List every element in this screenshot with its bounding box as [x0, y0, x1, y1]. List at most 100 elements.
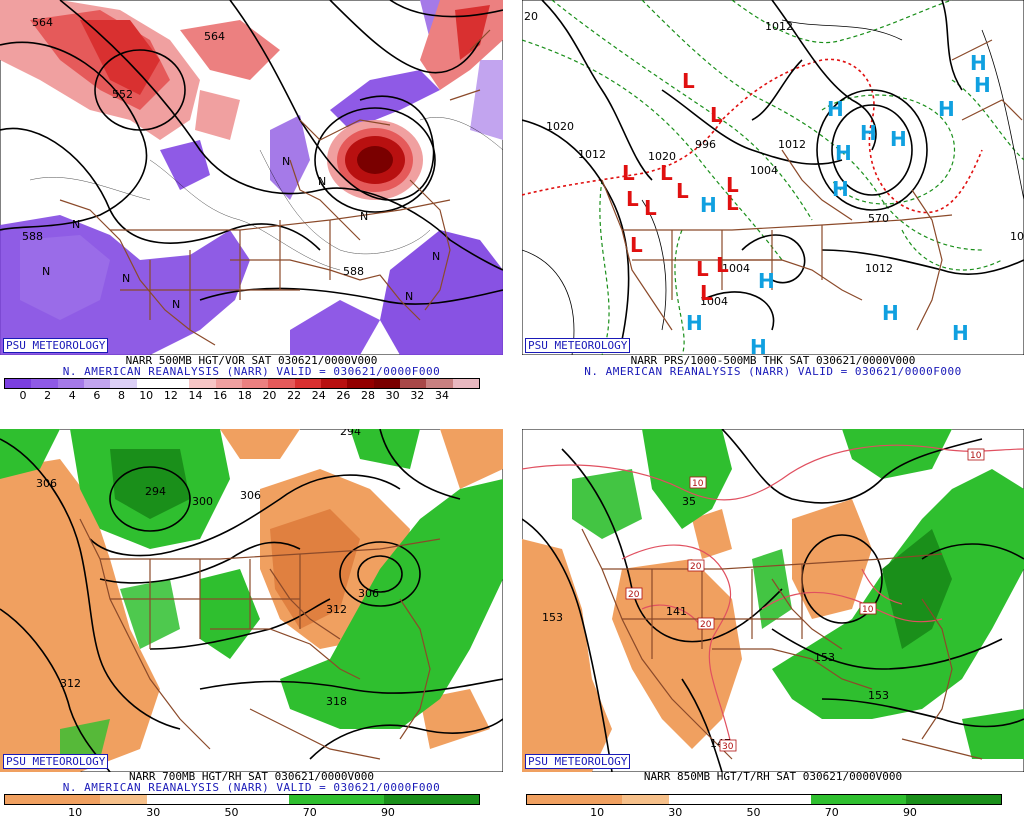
rh700-contour-label: 294	[145, 485, 166, 498]
color-bar-tick-label: 26	[336, 389, 351, 402]
color-bar-swatch	[669, 795, 717, 804]
rh700-map: 306 294 300 306 294 312 306 312 318	[0, 429, 503, 772]
rh700-contour-label: 318	[326, 695, 347, 708]
t850-temperature-label: 20	[700, 620, 712, 630]
color-bar-swatch	[527, 795, 575, 804]
pressure-low-markers: L L L L L L L L L L L L L	[622, 69, 739, 305]
low-pressure-marker: L	[644, 196, 657, 220]
high-pressure-marker: H	[890, 127, 907, 151]
color-bar-tick-label: 22	[287, 389, 302, 402]
low-pressure-marker: L	[630, 233, 643, 257]
pressure-contour-label: 570	[868, 212, 889, 225]
pressure-contour-label: 20	[524, 10, 538, 23]
color-bar-tick-label: 70	[824, 806, 839, 819]
color-bar-tick-label: 90	[902, 806, 917, 819]
svg-text:N: N	[282, 155, 290, 168]
t850-caption-title: NARR 850MB HGT/T/RH SAT 030621/0000V000	[643, 770, 903, 783]
low-pressure-marker: L	[710, 103, 723, 127]
high-pressure-marker: H	[700, 193, 717, 217]
vorticity-caption-valid: N. AMERICAN REANALYSIS (NARR) VALID = 03…	[62, 365, 441, 378]
pressure-contour-label: 1012	[578, 148, 606, 161]
rh700-contour-label: 312	[60, 677, 81, 690]
color-bar-swatch	[336, 795, 385, 804]
color-bar-swatch	[426, 379, 453, 388]
color-bar-swatch	[347, 379, 374, 388]
color-bar-swatch	[764, 795, 812, 804]
high-pressure-marker: H	[952, 321, 969, 345]
t850-map: 153 141 153 153 147 35 10 10 20 20 20 10	[522, 429, 1024, 772]
high-pressure-marker: H	[750, 335, 767, 355]
color-bar-swatch	[5, 795, 53, 804]
vorticity-color-bar-ticks: 0 2 4 6 8 10 12 14 16 18 20 22 24 26 28 30 32 34	[4, 389, 478, 402]
pressure-contour-label: 1004	[700, 295, 728, 308]
high-pressure-marker: H	[860, 121, 877, 145]
low-pressure-marker: L	[726, 191, 739, 215]
color-bar-swatch	[320, 379, 348, 388]
color-bar-swatch	[194, 795, 243, 804]
color-bar-tick-label: 6	[93, 389, 101, 402]
color-bar-swatch	[83, 379, 111, 388]
pressure-map: 1012 1020 1012 1020 996 1012 1004 1012 1…	[522, 0, 1024, 355]
color-bar-swatch	[136, 379, 163, 388]
psu-meteorology-badge: PSU METEOROLOGY	[3, 338, 109, 353]
low-pressure-marker: L	[622, 161, 635, 185]
color-bar-tick-label: 32	[410, 389, 425, 402]
high-pressure-marker: H	[974, 73, 991, 97]
color-bar-swatch	[953, 795, 1002, 804]
color-bar-tick-label: 30	[385, 389, 400, 402]
pressure-contour-label: 1004	[750, 164, 778, 177]
pressure-contour-label: 10	[1010, 230, 1024, 243]
color-bar-swatch	[242, 795, 290, 804]
pressure-contour-label: 1012	[765, 20, 793, 33]
vorticity-color-bar	[4, 378, 480, 389]
color-bar-tick-label: 34	[434, 389, 449, 402]
high-pressure-marker: H	[827, 97, 844, 121]
vorticity-contour-labels: 564 588 588 552 564	[22, 16, 364, 278]
high-pressure-marker: H	[758, 269, 775, 293]
color-bar-tick-label: 50	[746, 806, 761, 819]
panel-850mb-temperature: 153 141 153 153 147 35 10 10 20 20 20 10	[522, 429, 1024, 819]
color-bar-tick-label: 8	[118, 389, 126, 402]
rh700-contour-label: 306	[240, 489, 261, 502]
color-bar-swatch	[906, 795, 954, 804]
vorticity-contour-label: 564	[32, 16, 53, 29]
color-bar-swatch	[215, 379, 242, 388]
vorticity-map: 564 588 588 552 564 N N N N N N N N N	[0, 0, 503, 355]
psu-meteorology-badge: PSU METEOROLOGY	[3, 754, 109, 769]
t850-temperature-label: 20	[690, 562, 702, 572]
color-bar-tick-label: 50	[224, 806, 239, 819]
rh700-caption-title: NARR 700MB HGT/RH SAT 030621/0000V000	[128, 770, 375, 783]
color-bar-tick-label: 10	[139, 389, 154, 402]
pressure-contour-label: 996	[695, 138, 716, 151]
vorticity-contour-label: 564	[204, 30, 225, 43]
low-pressure-marker: L	[660, 161, 673, 185]
svg-text:N: N	[318, 175, 326, 188]
rh700-caption-valid: N. AMERICAN REANALYSIS (NARR) VALID = 03…	[62, 781, 441, 794]
color-bar-tick-label: 12	[163, 389, 178, 402]
color-bar-swatch	[99, 795, 148, 804]
t850-color-bar-ticks: 10 30 50 70 90	[526, 806, 1000, 819]
color-bar-swatch	[57, 379, 84, 388]
color-bar-swatch	[5, 379, 32, 388]
pressure-contour-label: 1020	[648, 150, 676, 163]
color-bar-tick-label: 24	[311, 389, 326, 402]
vorticity-caption-title: NARR 500MB HGT/VOR SAT 030621/0000V000	[125, 354, 378, 367]
rh700-contour-label: 306	[36, 477, 57, 490]
high-pressure-marker: H	[835, 141, 852, 165]
low-pressure-marker: L	[716, 253, 729, 277]
color-bar-tick-label: 16	[213, 389, 228, 402]
color-bar-swatch	[268, 379, 295, 388]
rh700-contour-label: 300	[192, 495, 213, 508]
vorticity-n-markers: N N N N N N N N N	[42, 155, 440, 311]
low-pressure-marker: L	[726, 173, 739, 197]
t850-contour-label: 35	[682, 495, 696, 508]
pressure-contour-label: 1004	[722, 262, 750, 275]
high-pressure-marker: H	[970, 51, 987, 75]
rh700-contour-label: 306	[358, 587, 379, 600]
rh700-color-bar	[4, 794, 480, 805]
rh700-contour-labels: 306 294 300 306 294 312 306 312 318	[36, 429, 379, 708]
psu-meteorology-badge: PSU METEOROLOGY	[525, 754, 631, 769]
t850-temperature-label: 10	[692, 479, 704, 489]
color-bar-swatch	[373, 379, 400, 388]
